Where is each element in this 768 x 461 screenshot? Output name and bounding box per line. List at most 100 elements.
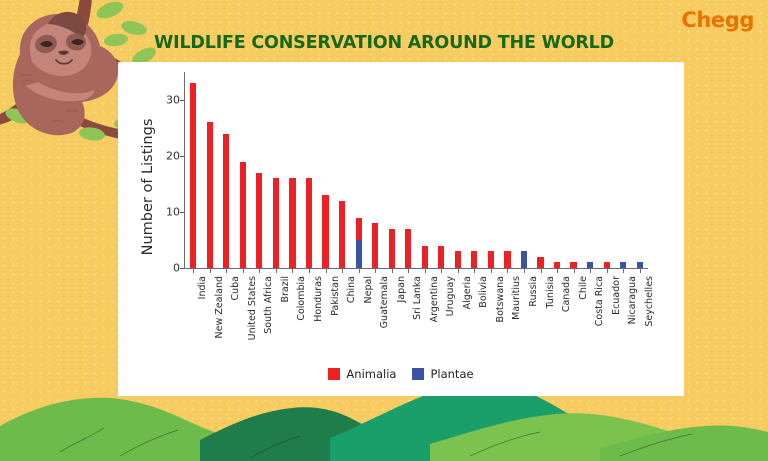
x-tick-label: China — [346, 276, 358, 304]
x-tick-label: Colombia — [296, 276, 308, 321]
x-tick-label: United States — [246, 276, 258, 341]
x-tick-mark — [391, 269, 393, 273]
x-tick-label: New Zealand — [213, 276, 225, 339]
hills-illustration — [0, 381, 768, 461]
bar-group[interactable] — [570, 72, 577, 268]
x-tick-mark — [424, 269, 426, 273]
y-axis-line — [184, 72, 186, 269]
x-tick-mark — [259, 269, 261, 273]
bar-group[interactable] — [471, 72, 478, 268]
bar-segment-plantae — [355, 240, 362, 268]
legend-item[interactable]: Plantae — [412, 367, 474, 381]
bar-group[interactable] — [190, 72, 197, 268]
bar-stack — [322, 195, 329, 268]
bar-group[interactable] — [421, 72, 428, 268]
x-tick-label: Seychelles — [643, 276, 655, 327]
bar-stack — [355, 217, 362, 268]
bar-stack — [438, 245, 445, 268]
bar-stack — [239, 161, 246, 268]
x-tick-mark — [292, 269, 294, 273]
x-tick-mark — [490, 269, 492, 273]
x-tick-label: Algeria — [461, 276, 473, 310]
bar-segment-animalia — [603, 262, 610, 268]
bar-segment-animalia — [355, 217, 362, 240]
bar-group[interactable] — [504, 72, 511, 268]
y-tick-label: 30 — [166, 93, 180, 107]
x-tick-label: Japan — [395, 276, 407, 303]
bar-group[interactable] — [537, 72, 544, 268]
x-tick-mark — [309, 269, 311, 273]
bar-stack — [553, 262, 561, 268]
x-tick-label: Mauritius — [511, 276, 523, 320]
bar-segment-animalia — [405, 228, 412, 268]
bar-segment-animalia — [553, 262, 561, 268]
bar-group[interactable] — [520, 72, 528, 268]
legend-swatch — [412, 368, 425, 380]
bar-group[interactable] — [206, 72, 213, 268]
x-tick-label: Sri Lanka — [412, 276, 424, 320]
y-tick-mark — [180, 212, 184, 213]
bar-group[interactable] — [636, 72, 643, 268]
bar-segment-animalia — [537, 256, 544, 268]
bar-group[interactable] — [388, 72, 395, 268]
x-tick-label: Chile — [577, 276, 589, 300]
bar-segment-animalia — [289, 178, 296, 268]
x-tick-label: Bolivia — [478, 276, 490, 308]
bar-stack — [272, 178, 280, 268]
x-tick-label: Canada — [561, 276, 573, 313]
bar-segment-animalia — [421, 245, 428, 268]
bars-container — [185, 72, 648, 268]
x-tick-mark — [441, 269, 443, 273]
bar-group[interactable] — [603, 72, 610, 268]
bar-group[interactable] — [487, 72, 494, 268]
x-tick-label: Pakistan — [329, 276, 341, 316]
x-tick-mark — [523, 269, 525, 273]
bar-group[interactable] — [322, 72, 329, 268]
x-tick-mark — [226, 269, 228, 273]
bar-group[interactable] — [454, 72, 461, 268]
bar-segment-animalia — [338, 200, 346, 268]
bar-group[interactable] — [272, 72, 280, 268]
bar-group[interactable] — [289, 72, 296, 268]
bar-group[interactable] — [587, 72, 594, 268]
bar-group[interactable] — [305, 72, 313, 268]
bar-segment-animalia — [504, 251, 511, 268]
bar-group[interactable] — [223, 72, 230, 268]
y-axis-ticks: 0 10 20 30 — [154, 62, 184, 396]
y-tick-mark — [180, 100, 184, 101]
chegg-logo: Chegg — [681, 8, 754, 32]
x-tick-label: Brazil — [279, 276, 291, 303]
bar-group[interactable] — [620, 72, 627, 268]
bar-stack — [372, 223, 379, 268]
y-tick-mark — [180, 268, 184, 269]
bar-segment-animalia — [272, 178, 280, 268]
x-tick-label: Costa Rica — [594, 276, 606, 327]
bar-group[interactable] — [553, 72, 561, 268]
bar-segment-animalia — [388, 228, 395, 268]
bar-segment-plantae — [520, 251, 528, 268]
x-tick-mark — [358, 269, 360, 273]
bar-group[interactable] — [405, 72, 412, 268]
legend-label: Animalia — [346, 367, 397, 381]
bar-stack — [256, 172, 263, 268]
x-tick-mark — [623, 269, 625, 273]
bar-group[interactable] — [355, 72, 362, 268]
bar-stack — [487, 251, 494, 268]
bar-group[interactable] — [256, 72, 263, 268]
bar-group[interactable] — [372, 72, 379, 268]
bar-segment-animalia — [190, 83, 197, 268]
bar-group[interactable] — [338, 72, 346, 268]
bar-stack — [603, 262, 610, 268]
x-tick-label: South Africa — [263, 276, 275, 334]
x-tick-label: Argentina — [428, 276, 440, 323]
bar-segment-animalia — [305, 178, 313, 268]
bar-stack — [636, 262, 643, 268]
bar-stack — [338, 200, 346, 268]
bar-group[interactable] — [239, 72, 246, 268]
x-tick-label: Guatemala — [379, 276, 391, 329]
legend-item[interactable]: Animalia — [328, 367, 396, 381]
bar-group[interactable] — [438, 72, 445, 268]
x-tick-mark — [375, 269, 377, 273]
bar-segment-animalia — [372, 223, 379, 268]
